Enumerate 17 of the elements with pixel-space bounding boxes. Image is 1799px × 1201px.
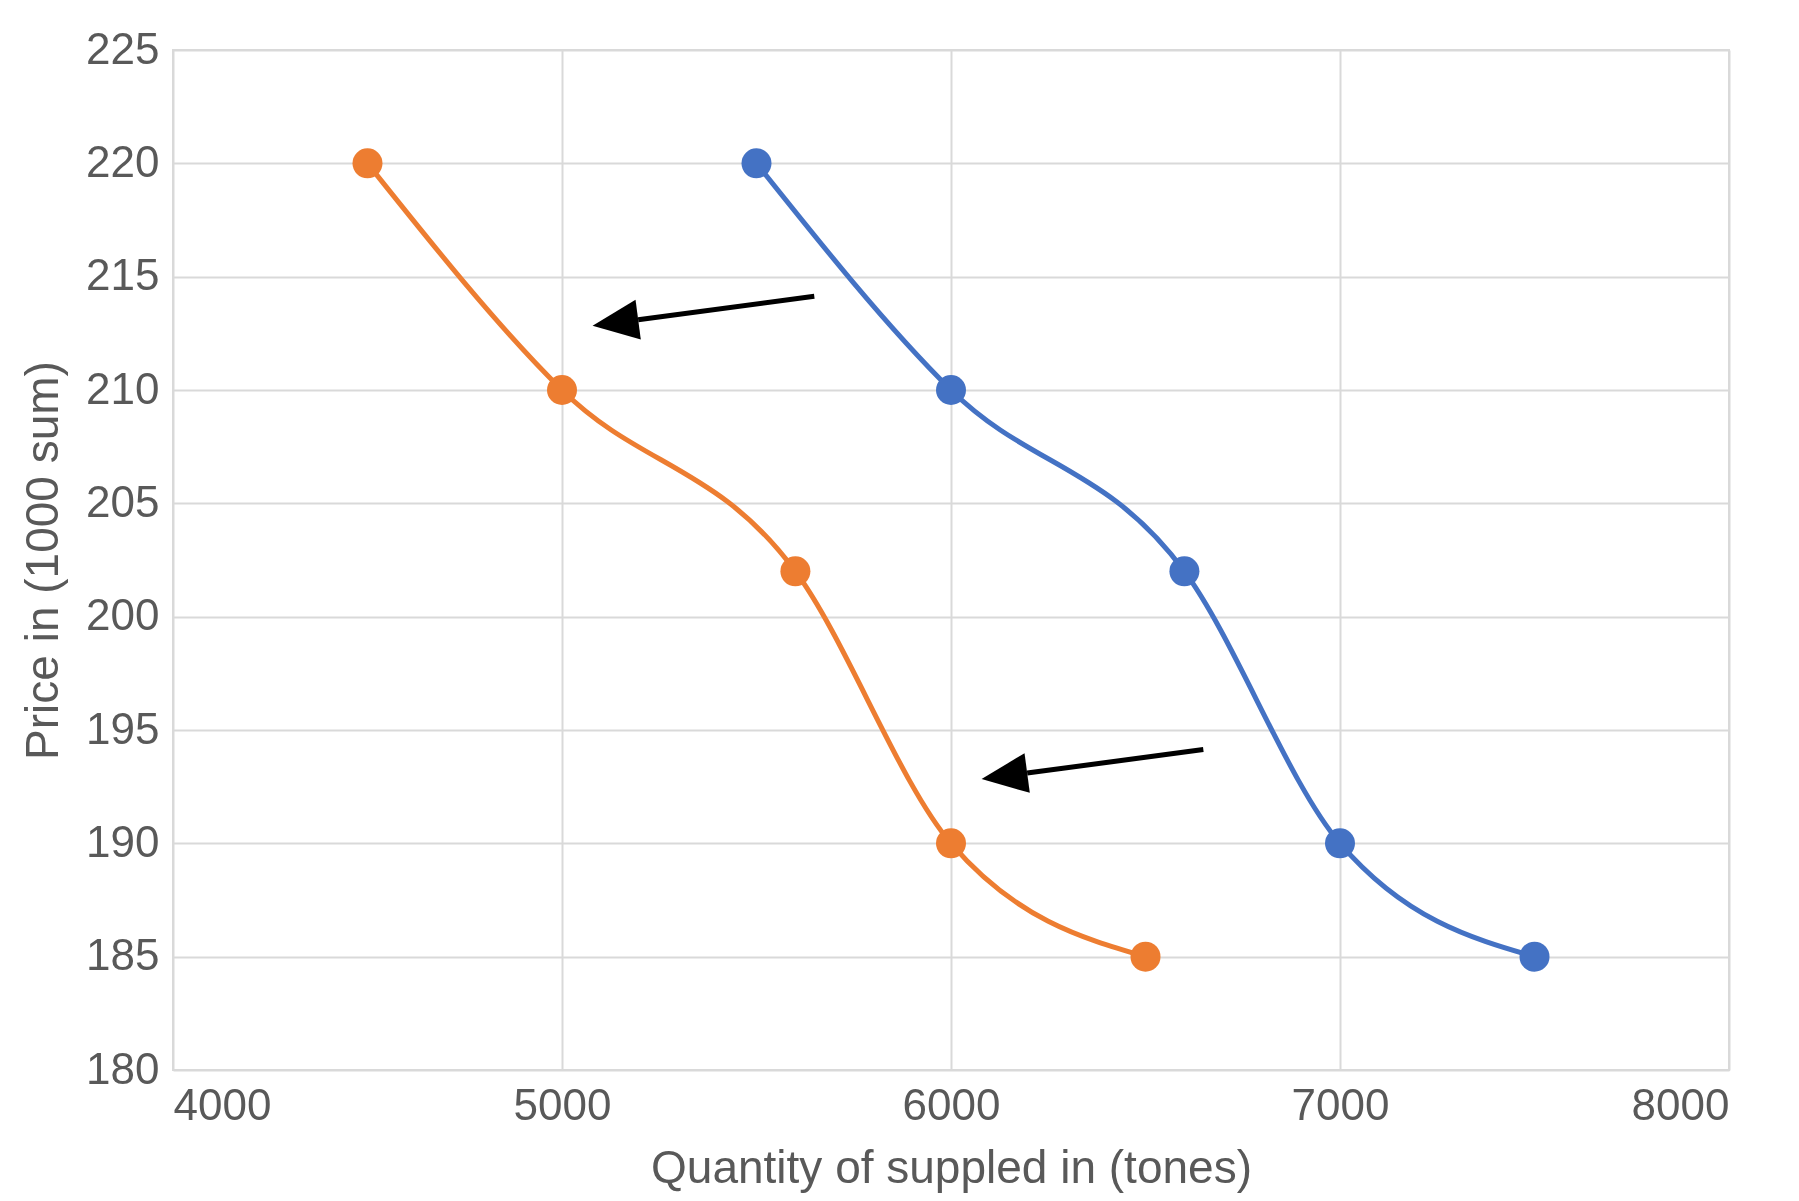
y-tick-label: 210 <box>86 363 160 413</box>
x-tick-label: 8000 <box>1631 1079 1730 1129</box>
y-tick-label: 225 <box>86 23 160 73</box>
x-tick-label: 4000 <box>173 1079 272 1129</box>
x-axis-title: Quantity of suppled in (tones) <box>651 1140 1252 1193</box>
x-tick-label: 6000 <box>902 1079 1001 1129</box>
y-tick-label: 220 <box>86 136 160 186</box>
y-tick-label: 200 <box>86 590 160 640</box>
x-tick-label: 7000 <box>1291 1079 1390 1129</box>
y-tick-label: 195 <box>86 703 160 753</box>
y-tick-label: 185 <box>86 930 160 980</box>
x-tick-label: 5000 <box>513 1079 612 1129</box>
y-tick-label: 215 <box>86 250 160 300</box>
y-tick-label: 180 <box>86 1043 160 1093</box>
y-tick-label: 205 <box>86 476 160 526</box>
y-axis-title: Price in (1000 sum) <box>16 361 69 760</box>
y-tick-label: 190 <box>86 816 160 866</box>
